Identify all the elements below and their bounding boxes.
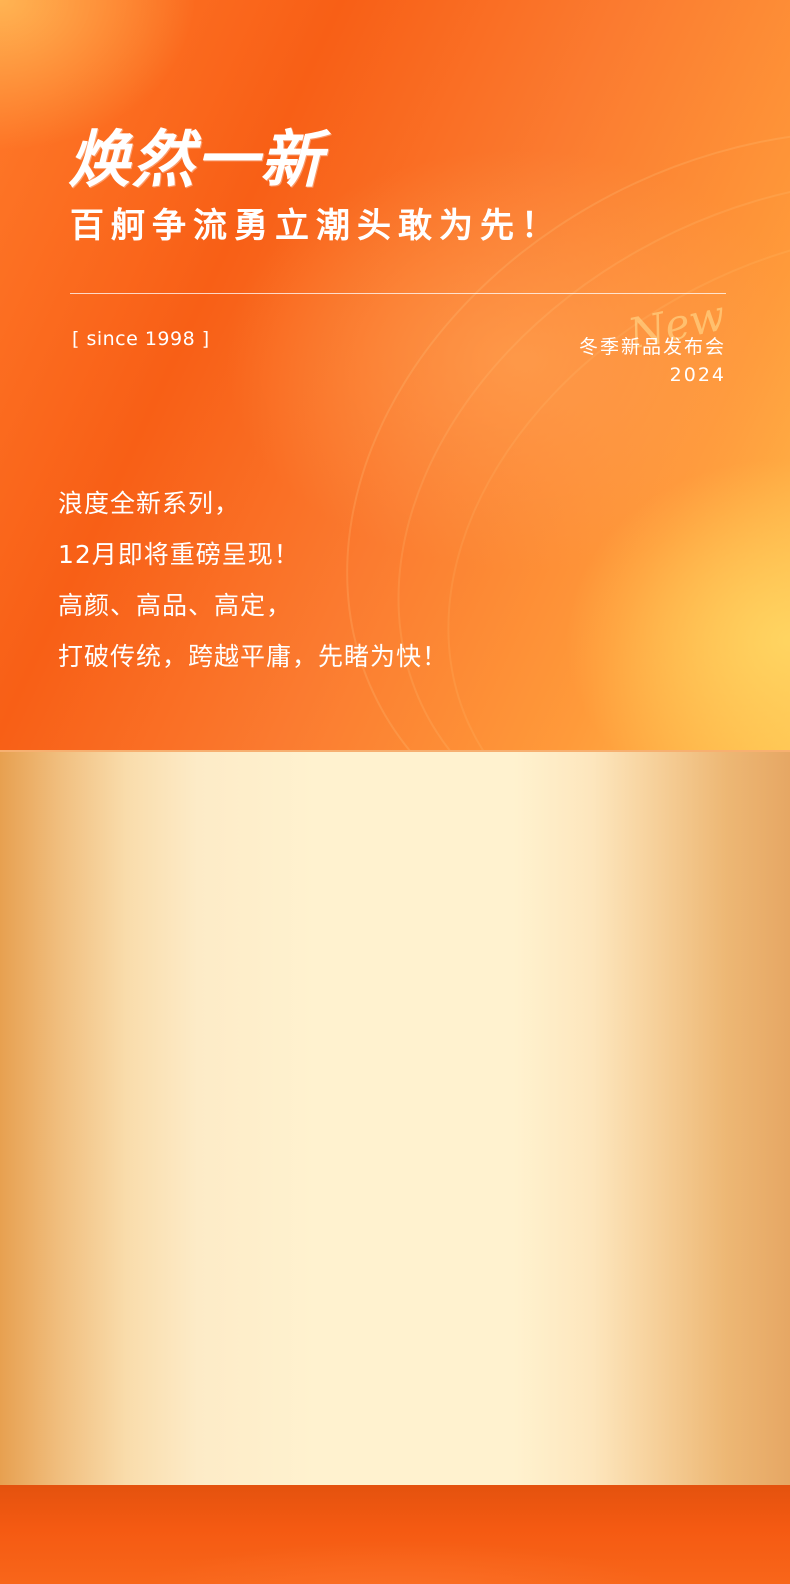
intro-line: 12月即将重磅呈现！	[58, 540, 300, 569]
event-label: 冬季新品发布会 2024	[579, 333, 726, 389]
since-label: [ since 1998 ]	[72, 328, 210, 350]
intro-text: 浪度全新系列， 12月即将重磅呈现！ 高颜、高品、高定， 打破传统，跨越平庸，先…	[58, 478, 448, 682]
event-year: 2024	[669, 364, 726, 386]
footer-glow	[120, 1540, 680, 1584]
event-title: 冬季新品发布会	[578, 336, 726, 358]
content-panel	[0, 750, 790, 1487]
hero-banner: 焕然一新 百舸争流勇立潮头敢为先！ [ since 1998 ] New 冬季新…	[0, 0, 790, 750]
footer-band	[0, 1485, 790, 1584]
intro-line: 浪度全新系列，	[58, 489, 241, 518]
intro-line: 高颜、高品、高定，	[58, 591, 293, 620]
page-subtitle: 百舸争流勇立潮头敢为先！	[70, 206, 562, 246]
intro-line: 打破传统，跨越平庸，先睹为快！	[58, 642, 449, 671]
page-title: 焕然一新	[68, 123, 325, 196]
divider-line	[70, 293, 726, 294]
